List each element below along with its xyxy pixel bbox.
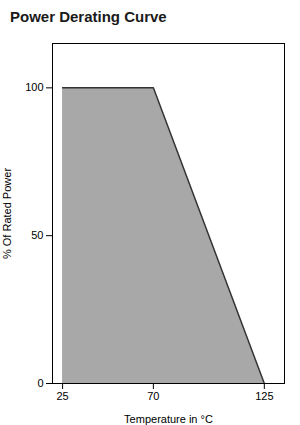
svg-text:50: 50 — [31, 229, 43, 241]
svg-text:% Of Rated Power: % Of Rated Power — [1, 168, 13, 259]
svg-text:70: 70 — [147, 390, 159, 402]
svg-text:100: 100 — [25, 81, 43, 93]
svg-text:125: 125 — [255, 390, 273, 402]
svg-text:25: 25 — [56, 390, 68, 402]
svg-text:Temperature in °C: Temperature in °C — [124, 413, 213, 425]
html-text:Power Derating Curve: Power Derating Curve — [10, 8, 167, 25]
svg-text:0: 0 — [37, 377, 43, 389]
